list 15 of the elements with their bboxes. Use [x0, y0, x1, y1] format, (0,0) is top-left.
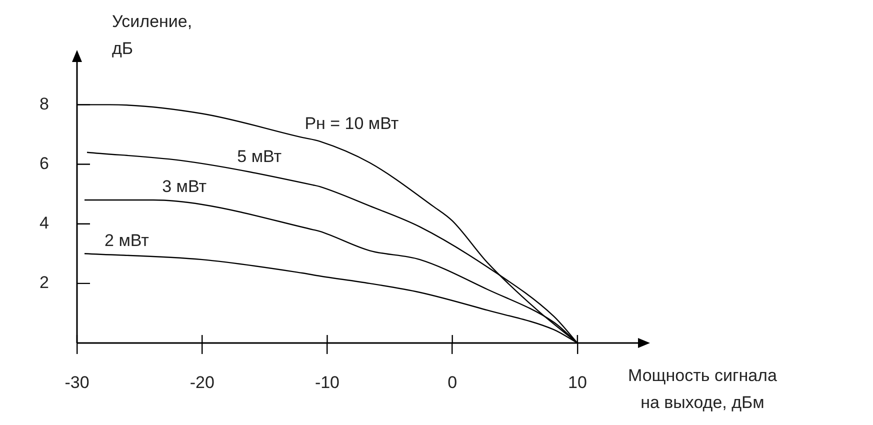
series-label: Pн = 10 мВт	[304, 114, 399, 134]
y-axis-title: Усиление, дБ	[112, 11, 192, 60]
series-label: 5 мВт	[237, 146, 282, 166]
y-tick-label: 2	[40, 273, 49, 292]
x-tick-label: 10	[568, 372, 587, 392]
series-label: 3 мВт	[162, 177, 207, 196]
x-tick-label: -30	[64, 372, 90, 392]
series-label: 2 мВт	[104, 230, 150, 250]
y-tick-label: 6	[40, 154, 49, 173]
x-axis-title: Мощность сигнала на выходе, дБм	[628, 365, 777, 414]
x-tick-label: -20	[190, 372, 214, 392]
x-tick-label: 0	[448, 372, 458, 392]
y-tick-label: 4	[40, 214, 49, 233]
y-tick-label: 8	[40, 94, 49, 114]
x-tick-label: -10	[314, 372, 340, 392]
